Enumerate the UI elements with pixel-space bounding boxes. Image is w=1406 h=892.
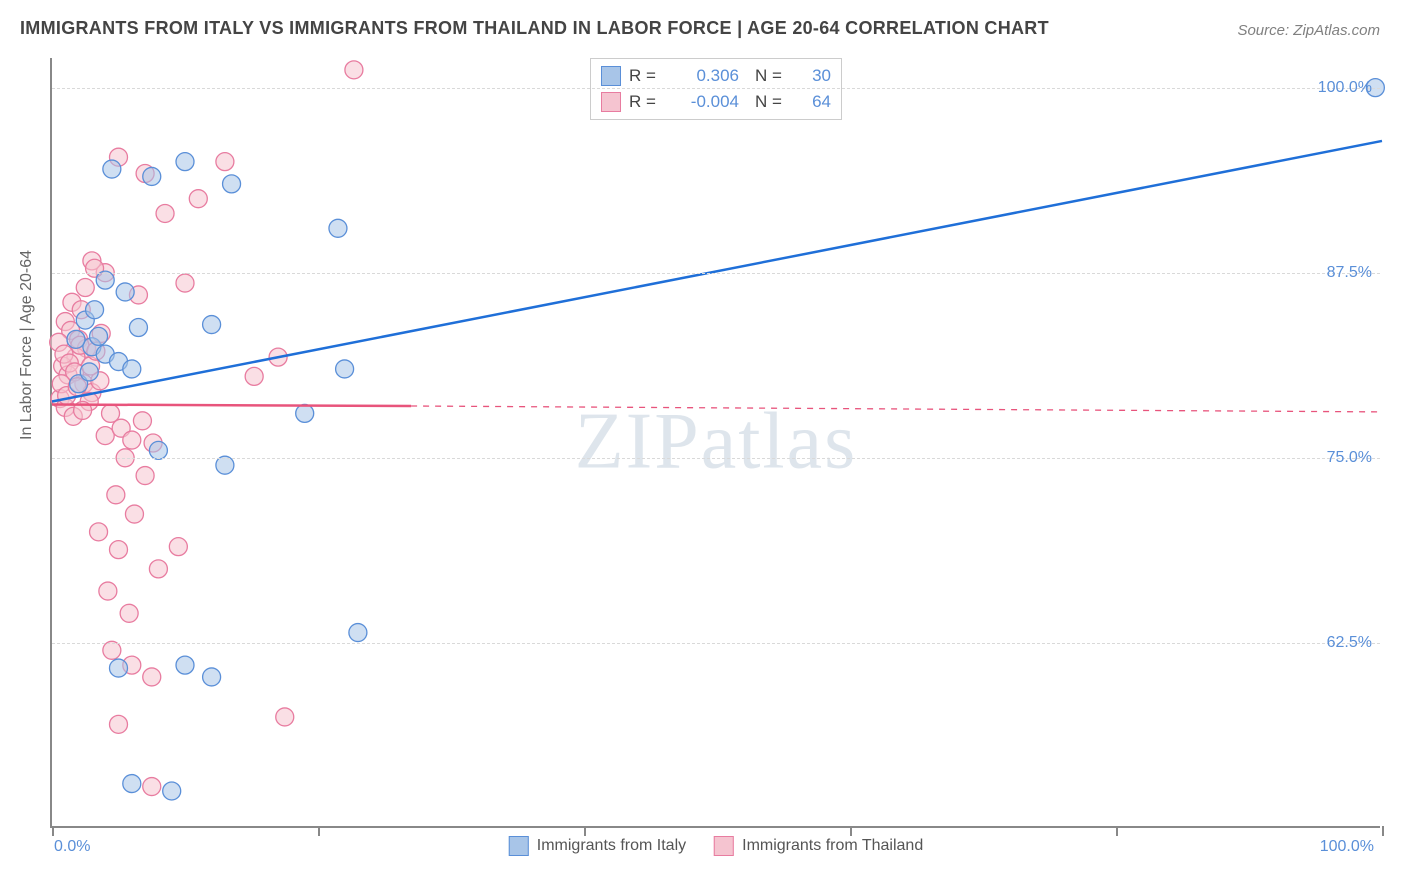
y-tick-label: 62.5% [1327, 634, 1372, 652]
legend-item-italy: Immigrants from Italy [509, 836, 686, 856]
data-point [96, 427, 114, 445]
y-tick-label: 100.0% [1318, 79, 1372, 97]
regression-line-pink [52, 405, 411, 406]
data-point [99, 582, 117, 600]
legend-row-blue: R = 0.306 N = 30 [601, 63, 831, 89]
data-point [143, 668, 161, 686]
data-point [203, 668, 221, 686]
data-point [129, 319, 147, 337]
legend-series: Immigrants from Italy Immigrants from Th… [509, 836, 923, 856]
legend-label: Immigrants from Italy [537, 837, 686, 855]
legend-item-thailand: Immigrants from Thailand [714, 836, 923, 856]
x-tick-left: 0.0% [54, 838, 90, 856]
x-tick [1382, 826, 1384, 836]
data-point [125, 505, 143, 523]
data-point [216, 456, 234, 474]
legend-swatch-pink [601, 92, 621, 112]
data-point [76, 279, 94, 297]
x-tick [850, 826, 852, 836]
data-point [143, 167, 161, 185]
x-tick [1116, 826, 1118, 836]
data-point [123, 431, 141, 449]
y-tick-label: 75.0% [1327, 449, 1372, 467]
data-point [349, 624, 367, 642]
gridline [52, 458, 1380, 459]
data-point [103, 641, 121, 659]
data-point [110, 659, 128, 677]
data-point [123, 775, 141, 793]
legend-swatch-pink [714, 836, 734, 856]
data-point [169, 538, 187, 556]
regression-line-pink-dashed [411, 406, 1382, 412]
gridline [52, 643, 1380, 644]
x-tick [584, 826, 586, 836]
data-point [149, 441, 167, 459]
data-point [90, 327, 108, 345]
data-point [133, 412, 151, 430]
data-point [123, 360, 141, 378]
data-point [149, 560, 167, 578]
legend-swatch-blue [601, 66, 621, 86]
data-point [189, 190, 207, 208]
r-label: R = [629, 63, 663, 89]
r-value: 0.306 [671, 63, 739, 89]
data-point [136, 467, 154, 485]
data-point [276, 708, 294, 726]
legend-row-pink: R = -0.004 N = 64 [601, 89, 831, 115]
data-point [336, 360, 354, 378]
data-point [67, 330, 85, 348]
x-tick [52, 826, 54, 836]
n-label: N = [755, 63, 789, 89]
data-point [110, 715, 128, 733]
data-point [163, 782, 181, 800]
plot-area: ZIPatlas R = 0.306 N = 30 R = -0.004 N =… [50, 58, 1380, 828]
data-point [143, 778, 161, 796]
r-label: R = [629, 89, 663, 115]
n-value: 64 [797, 89, 831, 115]
data-point [176, 274, 194, 292]
chart-title: IMMIGRANTS FROM ITALY VS IMMIGRANTS FROM… [20, 18, 1049, 39]
gridline [52, 88, 1380, 89]
data-point [103, 160, 121, 178]
data-point [329, 219, 347, 237]
plot-svg [52, 58, 1380, 826]
data-point [203, 316, 221, 334]
data-point [90, 523, 108, 541]
gridline [52, 273, 1380, 274]
legend-correlation: R = 0.306 N = 30 R = -0.004 N = 64 [590, 58, 842, 120]
data-point [223, 175, 241, 193]
source-label: Source: ZipAtlas.com [1237, 22, 1380, 39]
data-point [107, 486, 125, 504]
y-axis-label: In Labor Force | Age 20-64 [18, 250, 36, 440]
data-point [245, 367, 263, 385]
legend-swatch-blue [509, 836, 529, 856]
data-point [176, 153, 194, 171]
data-point [116, 283, 134, 301]
data-point [345, 61, 363, 79]
data-point [176, 656, 194, 674]
y-tick-label: 87.5% [1327, 264, 1372, 282]
data-point [86, 301, 104, 319]
data-point [156, 204, 174, 222]
n-value: 30 [797, 63, 831, 89]
data-point [296, 404, 314, 422]
data-point [110, 541, 128, 559]
data-point [120, 604, 138, 622]
data-point [80, 363, 98, 381]
data-point [96, 271, 114, 289]
x-tick-right: 100.0% [1320, 838, 1374, 856]
r-value: -0.004 [671, 89, 739, 115]
data-point [216, 153, 234, 171]
x-tick [318, 826, 320, 836]
legend-label: Immigrants from Thailand [742, 837, 923, 855]
regression-line-blue [52, 141, 1382, 402]
n-label: N = [755, 89, 789, 115]
